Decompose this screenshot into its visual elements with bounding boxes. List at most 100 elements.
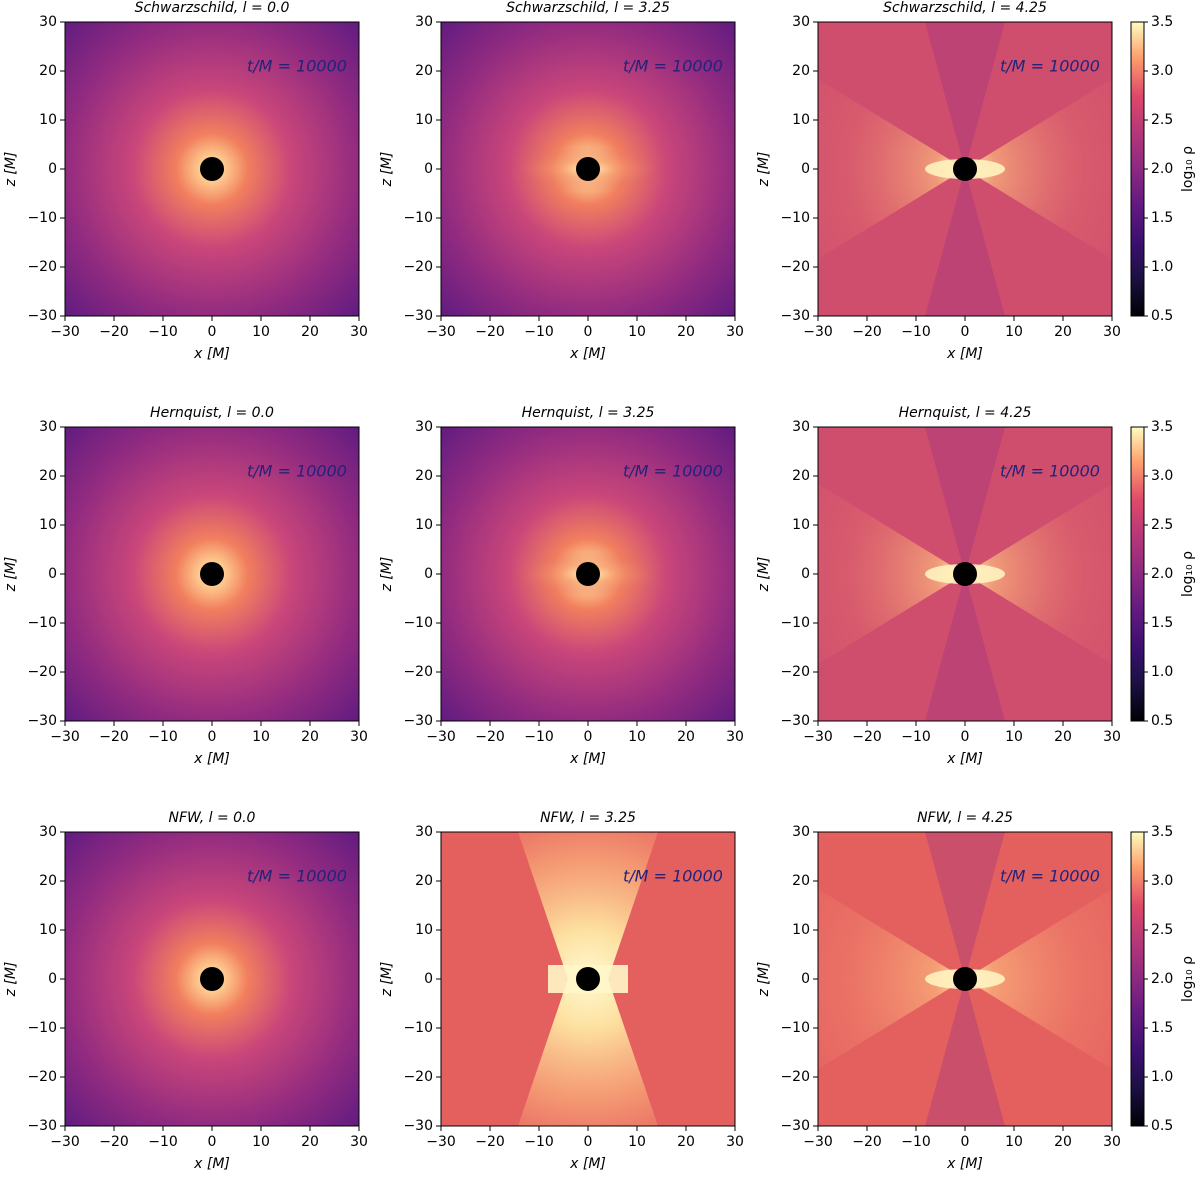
x-tick-label: −30 bbox=[426, 729, 456, 745]
x-tick-label: 20 bbox=[301, 1134, 319, 1150]
black-hole bbox=[953, 157, 977, 181]
x-tick-label: 30 bbox=[726, 324, 744, 340]
colorbar-tick-label: 2.5 bbox=[1151, 922, 1173, 938]
x-tick-label: −30 bbox=[50, 729, 80, 745]
x-axis-label: x [M] bbox=[946, 346, 983, 362]
x-tick-label: −20 bbox=[99, 324, 129, 340]
annotation: t/M = 10000 bbox=[1000, 462, 1100, 481]
y-tick-label: 30 bbox=[792, 419, 810, 435]
y-tick-label: 0 bbox=[48, 161, 57, 177]
y-tick-label: −30 bbox=[403, 713, 433, 729]
x-tick-label: 10 bbox=[252, 729, 270, 745]
x-tick-label: −30 bbox=[426, 1134, 456, 1150]
x-tick-label: −30 bbox=[50, 324, 80, 340]
panel: Hernquist, l = 4.25 t/M = 10000 −30 −20 −10 0… bbox=[756, 405, 1196, 767]
outflow-cone bbox=[818, 79, 965, 259]
x-tick-label: 0 bbox=[584, 324, 593, 340]
y-tick-label: 20 bbox=[415, 63, 433, 79]
colorbar-tick-label: 0.5 bbox=[1151, 713, 1173, 729]
y-axis-label: z [M] bbox=[379, 152, 395, 188]
x-tick-label: −30 bbox=[803, 1134, 833, 1150]
y-tick-label: 0 bbox=[424, 161, 433, 177]
colorbar-tick-label: 3.0 bbox=[1151, 468, 1173, 484]
y-tick-label: −20 bbox=[780, 259, 810, 275]
heatmap bbox=[441, 832, 735, 1126]
polar-cone bbox=[925, 832, 1005, 979]
x-axis-label: x [M] bbox=[569, 751, 606, 767]
x-tick-label: 20 bbox=[1054, 324, 1072, 340]
annotation: t/M = 10000 bbox=[1000, 867, 1100, 886]
x-tick-label: −10 bbox=[524, 1134, 554, 1150]
black-hole bbox=[576, 562, 600, 586]
colorbar-label: log₁₀ ρ bbox=[1180, 956, 1196, 1002]
y-tick-label: 20 bbox=[415, 468, 433, 484]
y-tick-label: −20 bbox=[27, 259, 57, 275]
x-tick-label: −20 bbox=[852, 1134, 882, 1150]
y-tick-label: −20 bbox=[27, 1069, 57, 1085]
x-tick-label: −30 bbox=[803, 324, 833, 340]
y-tick-label: −10 bbox=[27, 210, 57, 226]
heatmap bbox=[818, 427, 1112, 721]
y-tick-label: −30 bbox=[403, 308, 433, 324]
x-tick-label: −10 bbox=[901, 324, 931, 340]
colorbar-tick-label: 0.5 bbox=[1151, 1118, 1173, 1134]
annotation: t/M = 10000 bbox=[623, 867, 723, 886]
y-tick-label: 30 bbox=[792, 14, 810, 30]
colorbar bbox=[1130, 426, 1145, 722]
annotation: t/M = 10000 bbox=[247, 867, 347, 886]
panel: NFW, l = 4.25 t/M = 10000 −30 −20 −10 0 10 20 30… bbox=[756, 810, 1196, 1172]
y-tick-label: 10 bbox=[39, 922, 57, 938]
colorbar-tick-label: 1.0 bbox=[1151, 259, 1173, 275]
x-tick-label: 30 bbox=[1103, 324, 1121, 340]
panel: NFW, l = 3.25 t/M = 10000 −30 −20 −10 0 10 20 30… bbox=[379, 810, 744, 1172]
x-tick-label: −10 bbox=[148, 324, 178, 340]
panel-title: Schwarzschild, l = 3.25 bbox=[506, 0, 670, 16]
x-axis-label: x [M] bbox=[569, 346, 606, 362]
black-hole bbox=[200, 562, 224, 586]
panel-title: Schwarzschild, l = 0.0 bbox=[135, 0, 290, 16]
x-tick-label: 0 bbox=[961, 729, 970, 745]
y-tick-label: 20 bbox=[39, 873, 57, 889]
panel-title: Schwarzschild, l = 4.25 bbox=[883, 0, 1047, 16]
y-tick-label: 20 bbox=[415, 873, 433, 889]
annotation: t/M = 10000 bbox=[623, 57, 723, 76]
y-tick-label: −10 bbox=[780, 1020, 810, 1036]
polar-cone bbox=[925, 169, 1005, 316]
outflow-cone bbox=[965, 889, 1112, 1069]
colorbar-tick-label: 1.5 bbox=[1151, 615, 1173, 631]
x-tick-label: 10 bbox=[1005, 729, 1023, 745]
colorbar-tick-label: 2.5 bbox=[1151, 112, 1173, 128]
heatmap bbox=[441, 22, 735, 316]
x-tick-label: −20 bbox=[99, 729, 129, 745]
y-tick-label: 20 bbox=[792, 63, 810, 79]
y-tick-label: −30 bbox=[27, 713, 57, 729]
x-tick-label: 20 bbox=[677, 1134, 695, 1150]
x-tick-label: −10 bbox=[901, 1134, 931, 1150]
y-tick-label: −10 bbox=[27, 1020, 57, 1036]
heatmap bbox=[441, 427, 735, 721]
colorbar-tick-label: 3.0 bbox=[1151, 63, 1173, 79]
x-axis-label: x [M] bbox=[946, 751, 983, 767]
y-tick-label: 10 bbox=[415, 922, 433, 938]
y-tick-label: 10 bbox=[415, 112, 433, 128]
y-tick-label: −10 bbox=[780, 210, 810, 226]
y-tick-label: −30 bbox=[403, 1118, 433, 1134]
y-tick-label: 30 bbox=[39, 419, 57, 435]
y-tick-label: 30 bbox=[39, 824, 57, 840]
y-axis-label: z [M] bbox=[3, 962, 19, 998]
x-tick-label: −30 bbox=[426, 324, 456, 340]
outflow-cone bbox=[965, 79, 1112, 259]
panel: Schwarzschild, l = 4.25 t/M = 10000 −30 −20… bbox=[756, 0, 1196, 362]
x-tick-label: 0 bbox=[961, 1134, 970, 1150]
y-tick-label: 20 bbox=[39, 63, 57, 79]
black-hole bbox=[576, 157, 600, 181]
x-axis-label: x [M] bbox=[946, 1156, 983, 1172]
colorbar-tick-label: 1.0 bbox=[1151, 1069, 1173, 1085]
y-axis-label: z [M] bbox=[756, 557, 772, 593]
y-tick-label: 0 bbox=[48, 566, 57, 582]
x-tick-label: −20 bbox=[475, 324, 505, 340]
black-hole bbox=[200, 157, 224, 181]
colorbar bbox=[1130, 831, 1145, 1127]
outflow-cone bbox=[818, 484, 965, 664]
